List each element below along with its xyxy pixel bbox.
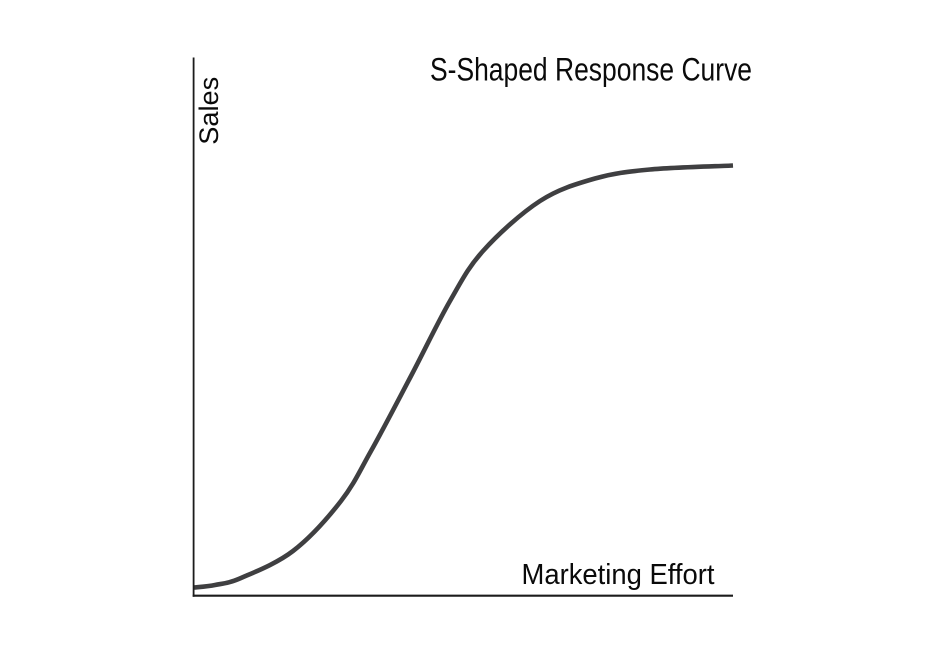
svg-text:Sales: Sales <box>194 77 224 145</box>
svg-text:S-Shaped Response Curve: S-Shaped Response Curve <box>430 52 752 88</box>
svg-text:Marketing Effort: Marketing Effort <box>522 559 715 591</box>
